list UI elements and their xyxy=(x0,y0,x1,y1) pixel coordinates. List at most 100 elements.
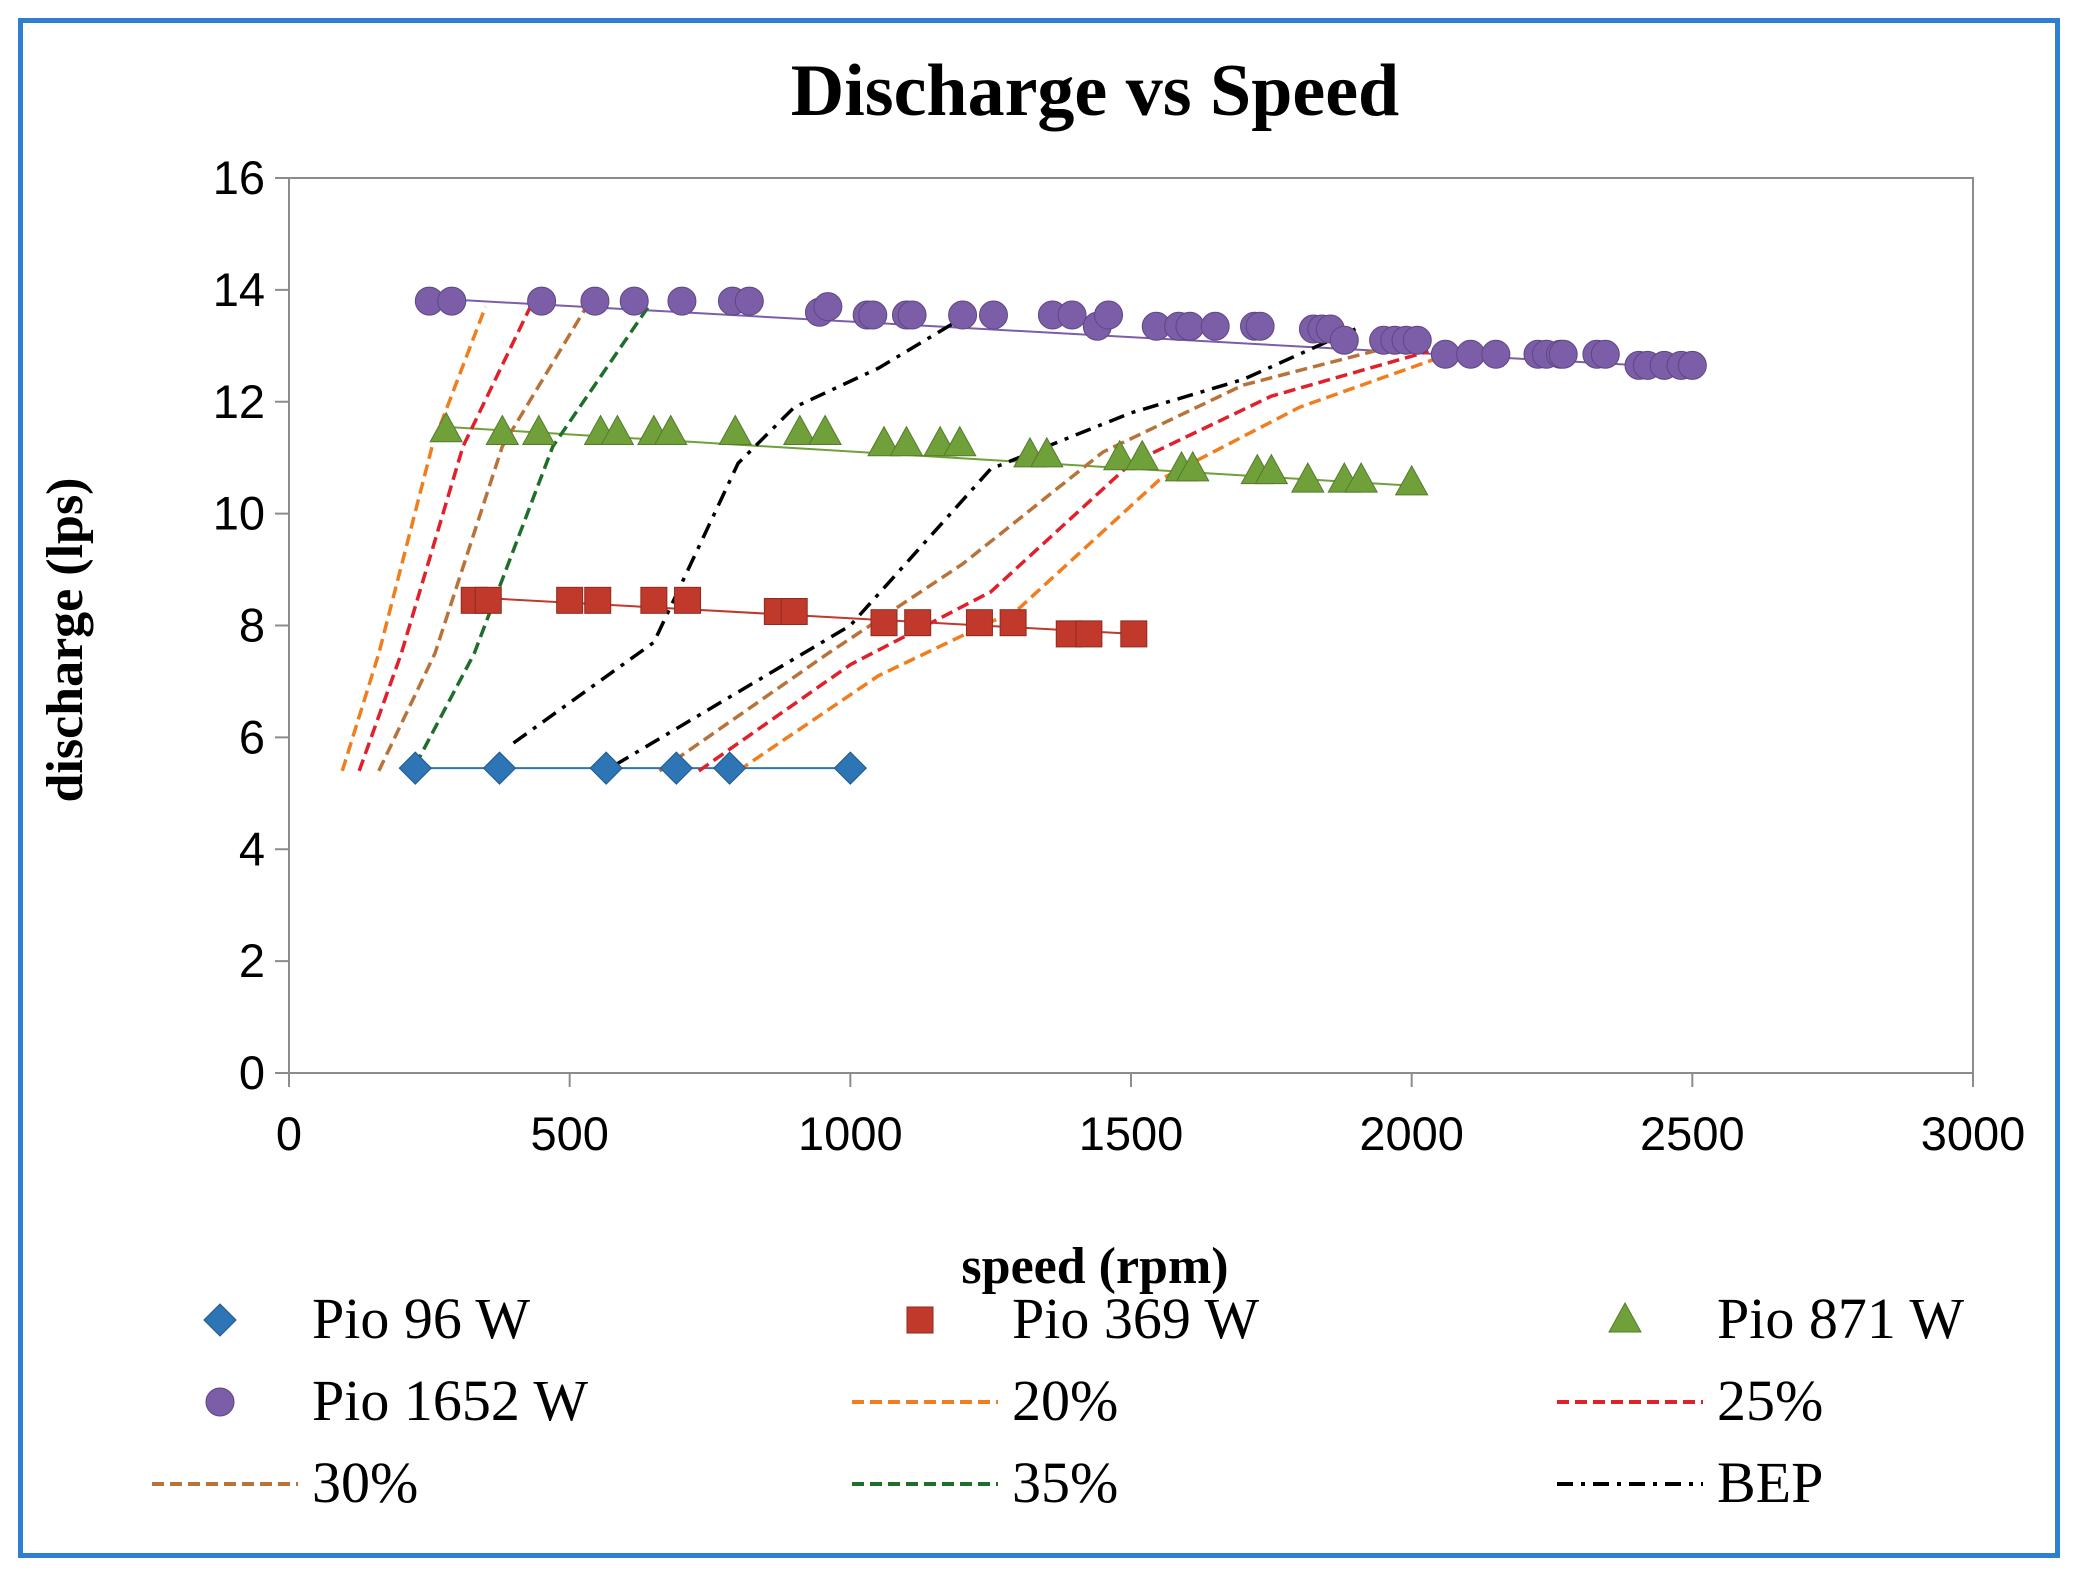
y-tick-label: 14 xyxy=(213,263,265,316)
data-point xyxy=(485,414,520,446)
data-point xyxy=(1094,300,1124,330)
x-tick-label: 1500 xyxy=(1079,1107,1184,1160)
data-point xyxy=(521,414,556,446)
data-point xyxy=(482,751,517,785)
data-point xyxy=(1200,311,1230,341)
data-point xyxy=(600,414,635,446)
axes: 0 2 4 6 8 10 12 14 16 0 500 1000 1500 2000 2500 3000 xyxy=(213,151,2026,1160)
legend-label: 35% xyxy=(1012,1450,1118,1515)
plot-area xyxy=(340,286,1707,785)
y-tick-label: 0 xyxy=(239,1046,265,1099)
legend-item: Pio 871 W xyxy=(1608,1286,1964,1351)
data-point xyxy=(527,286,557,316)
data-point xyxy=(978,300,1008,330)
series-line xyxy=(512,316,964,745)
data-point xyxy=(437,286,467,316)
data-point xyxy=(858,300,888,330)
x-axis-label: speed (rpm) xyxy=(961,1238,1228,1295)
x-tick-label: 3000 xyxy=(1921,1107,2026,1160)
data-point xyxy=(1175,311,1205,341)
series-line xyxy=(737,349,1458,773)
data-point xyxy=(1254,453,1289,485)
legend: Pio 96 W Pio 369 W Pio 871 W Pio 1652 W 20% 2… xyxy=(152,1286,1964,1515)
data-point xyxy=(867,425,901,457)
data-point xyxy=(1677,350,1707,380)
series-line xyxy=(357,305,532,772)
data-point xyxy=(640,586,668,614)
legend-marker-swatch xyxy=(1608,1301,1642,1333)
legend-label: BEP xyxy=(1717,1450,1823,1515)
legend-item: BEP xyxy=(1557,1450,1823,1515)
data-point xyxy=(429,411,464,443)
legend-item: Pio 369 W xyxy=(906,1286,1259,1351)
data-point xyxy=(1057,300,1087,330)
x-tick-label: 1000 xyxy=(798,1107,903,1160)
data-point xyxy=(1102,439,1137,471)
data-point xyxy=(948,300,978,330)
data-point xyxy=(1456,339,1486,369)
data-point xyxy=(870,609,898,637)
data-point xyxy=(653,414,688,446)
data-point xyxy=(1430,339,1460,369)
legend-label: 25% xyxy=(1717,1368,1823,1433)
data-point xyxy=(474,586,502,614)
data-point xyxy=(1245,311,1275,341)
series-line xyxy=(413,305,650,767)
legend-label: Pio 96 W xyxy=(312,1286,530,1351)
data-point xyxy=(1590,339,1620,369)
data-point xyxy=(712,751,747,785)
data-point xyxy=(897,300,927,330)
data-point xyxy=(1029,436,1064,468)
legend-item: Pio 96 W xyxy=(203,1286,530,1351)
y-tick-label: 2 xyxy=(239,934,265,987)
data-point xyxy=(674,586,702,614)
data-point xyxy=(556,586,584,614)
series-line xyxy=(658,344,1396,773)
data-point xyxy=(1402,325,1432,355)
x-tick-label: 2000 xyxy=(1359,1107,1464,1160)
y-tick-label: 12 xyxy=(213,375,265,428)
y-tick-label: 8 xyxy=(239,599,265,652)
data-point xyxy=(780,598,808,626)
data-point xyxy=(584,586,612,614)
chart-frame xyxy=(18,18,2060,1558)
legend-marker-swatch xyxy=(203,1303,237,1337)
legend-item: Pio 1652 W xyxy=(205,1368,588,1433)
legend-item: 20% xyxy=(852,1368,1118,1433)
legend-label: 30% xyxy=(312,1450,418,1515)
y-axis-label: discharge (lps) xyxy=(37,478,94,803)
series-line xyxy=(340,306,488,772)
data-point xyxy=(1344,462,1378,493)
data-point xyxy=(1290,462,1325,493)
x-tick-label: 2500 xyxy=(1640,1107,1745,1160)
x-tick-label: 500 xyxy=(530,1107,608,1160)
data-point xyxy=(942,425,977,457)
legend-item: 30% xyxy=(152,1450,418,1515)
data-point xyxy=(965,609,993,637)
data-point xyxy=(1175,450,1210,482)
data-point xyxy=(782,414,817,446)
legend-marker-swatch xyxy=(205,1387,235,1417)
series-line xyxy=(697,349,1429,773)
data-point xyxy=(999,609,1027,637)
data-point xyxy=(667,286,697,316)
data-point xyxy=(808,414,842,446)
data-point xyxy=(833,751,868,785)
y-tick-label: 4 xyxy=(239,822,265,875)
data-point xyxy=(619,286,649,316)
data-point xyxy=(1075,620,1103,648)
chart-title: Discharge vs Speed xyxy=(791,50,1399,132)
legend-label: 20% xyxy=(1012,1368,1118,1433)
data-point xyxy=(734,286,764,316)
data-point xyxy=(718,414,753,446)
legend-item: 35% xyxy=(852,1450,1118,1515)
y-tick-label: 10 xyxy=(213,487,265,540)
data-point xyxy=(1394,464,1429,496)
series-line xyxy=(613,327,1357,767)
y-tick-label: 6 xyxy=(239,710,265,763)
data-point xyxy=(398,751,433,785)
legend-marker-swatch xyxy=(906,1306,934,1334)
x-tick-label: 0 xyxy=(276,1107,302,1160)
series-line xyxy=(377,305,588,772)
